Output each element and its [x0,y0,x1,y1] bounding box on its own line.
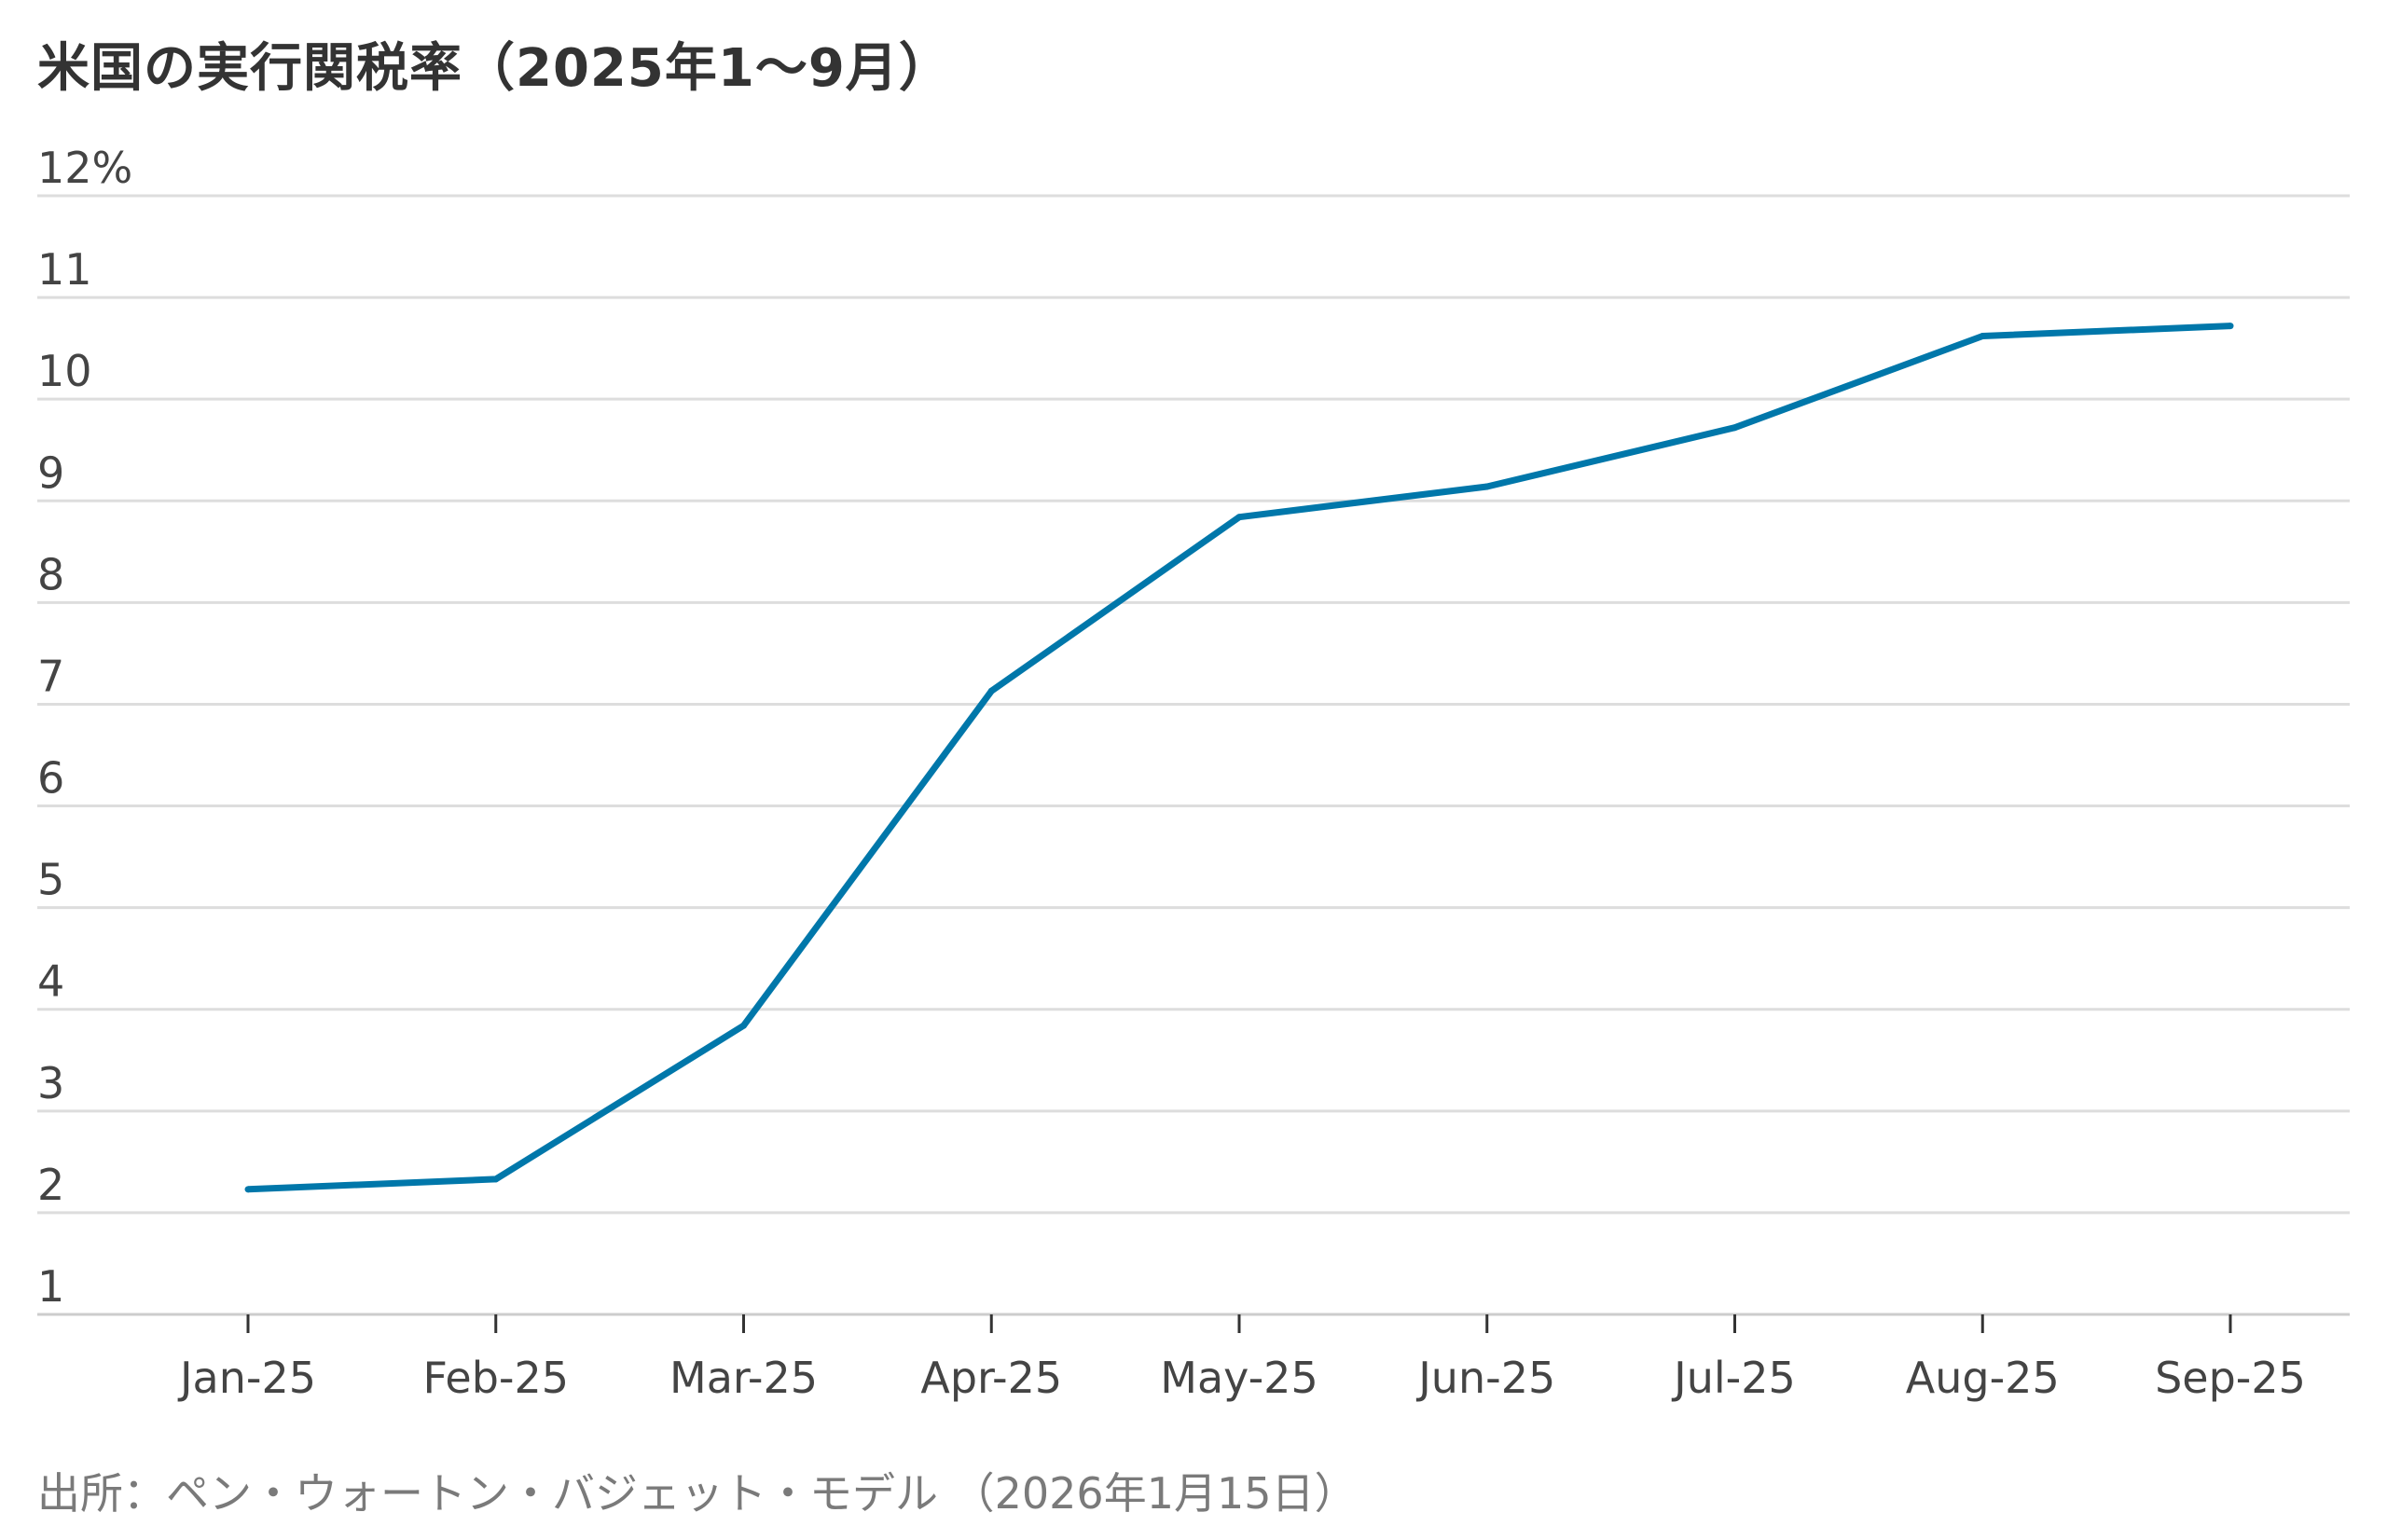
y-tick-label: 5 [37,855,64,905]
series-layer [244,323,2234,1193]
y-axis-tick-labels: 1 2 3 4 5 6 7 8 9 10 11 12% [37,143,132,1312]
chart-title: 米国の実行関税率（2025年1～9月） [37,38,952,99]
x-tick-label: Aug-25 [1906,1353,2060,1403]
x-tick-label: Mar-25 [669,1353,818,1403]
x-tick-label: May-25 [1160,1353,1318,1403]
y-tick-label: 3 [37,1058,64,1108]
data-point [1483,483,1491,490]
y-tick-label: 12% [37,143,132,193]
data-point [244,1186,252,1193]
x-tick-label: Sep-25 [2155,1353,2306,1403]
x-tick-label: Jul-25 [1671,1353,1796,1403]
data-point [1979,333,1986,340]
x-axis-tick-labels: Jan-25 Feb-25 Mar-25 Apr-25 May-25 Jun-25 Jul-… [177,1353,2306,1403]
y-tick-label: 6 [37,753,64,804]
x-tick-label: Apr-25 [920,1353,1062,1403]
y-tick-label: 7 [37,651,64,701]
data-point [1732,424,1738,432]
y-tick-label: 2 [37,1160,64,1210]
source-note: 出所：ペン・ウォートン・バジェット・モデル （2026年1月15日） [37,1468,1358,1519]
y-tick-label: 4 [37,956,64,1007]
y-tick-label: 10 [37,346,92,396]
data-point [2227,323,2234,330]
x-tick-label: Feb-25 [422,1353,569,1403]
x-tick-label: Jun-25 [1415,1353,1555,1403]
data-point [987,687,995,694]
data-point [1235,514,1243,521]
data-point [492,1176,500,1183]
y-tick-label: 1 [37,1261,64,1312]
y-tick-label: 9 [37,447,64,498]
data-point [740,1022,747,1029]
x-tick-label: Jan-25 [177,1353,316,1403]
y-tick-label: 11 [37,244,92,295]
grid-lines [37,194,2350,1215]
series-line [247,323,2231,1193]
y-tick-label: 8 [37,549,64,599]
x-axis [37,1313,2350,1333]
